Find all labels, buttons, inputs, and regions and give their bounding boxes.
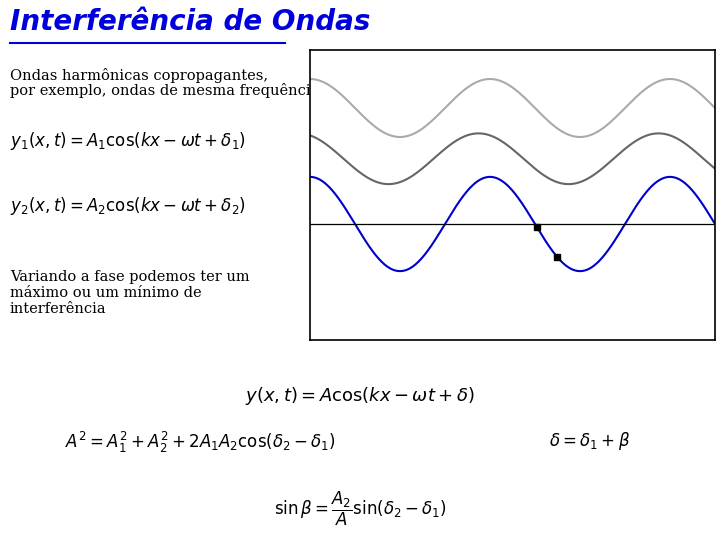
- Text: Interferência de Ondas: Interferência de Ondas: [10, 8, 370, 36]
- Text: $\sin\beta = \dfrac{A_2}{A}\sin(\delta_2 - \delta_1)$: $\sin\beta = \dfrac{A_2}{A}\sin(\delta_2…: [274, 490, 446, 528]
- Text: máximo ou um mínimo de: máximo ou um mínimo de: [10, 286, 202, 300]
- Text: por exemplo, ondas de mesma frequência:: por exemplo, ondas de mesma frequência:: [10, 83, 324, 98]
- Text: $A^2 = A_1^2 + A_2^2 + 2A_1 A_2 \cos(\delta_2 - \delta_1)$: $A^2 = A_1^2 + A_2^2 + 2A_1 A_2 \cos(\de…: [65, 430, 336, 455]
- Text: $y_1(x,t) = A_1 \cos(kx - \omega t + \delta_1)$: $y_1(x,t) = A_1 \cos(kx - \omega t + \de…: [10, 130, 246, 152]
- Text: interferência: interferência: [10, 302, 107, 316]
- Text: Ondas harmônicas copropagantes,: Ondas harmônicas copropagantes,: [10, 68, 268, 83]
- Text: Variando a fase podemos ter um: Variando a fase podemos ter um: [10, 270, 250, 284]
- Text: $\delta = \delta_1 + \beta$: $\delta = \delta_1 + \beta$: [549, 430, 631, 452]
- Text: $y_2(x,t) = A_2 \cos(kx - \omega t + \delta_2)$: $y_2(x,t) = A_2 \cos(kx - \omega t + \de…: [10, 195, 246, 217]
- Text: $y(x,t) = A\cos(kx - \omega t + \delta)$: $y(x,t) = A\cos(kx - \omega t + \delta)$: [246, 385, 474, 407]
